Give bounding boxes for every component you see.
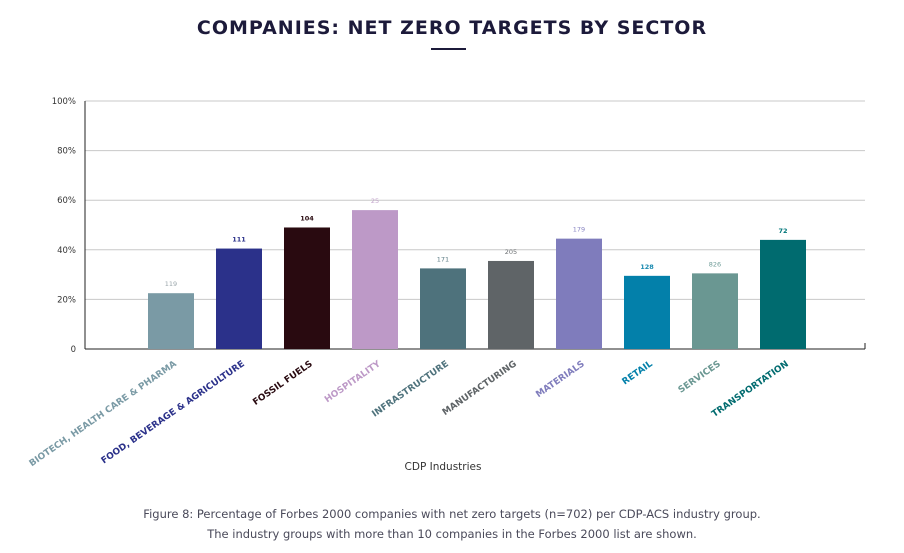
- bars: [148, 210, 806, 349]
- title-underline: [431, 48, 466, 50]
- category-label: SERVICES: [677, 359, 723, 395]
- chart-title: COMPANIES: NET ZERO TARGETS BY SECTOR: [196, 17, 708, 39]
- bar: [352, 210, 398, 349]
- category-label: INFRASTRUCTURE: [371, 359, 451, 419]
- bar-value-label: 25: [371, 197, 379, 205]
- category-label: BIOTECH, HEALTH CARE & PHARMA: [28, 359, 179, 469]
- figure-caption: Figure 8: Percentage of Forbes 2000 comp…: [0, 504, 904, 544]
- bar-value-labels: 119 111 104 25 171 205 179 128 826 72: [165, 197, 788, 288]
- bar: [760, 239, 806, 349]
- caption-line-1: Figure 8: Percentage of Forbes 2000 comp…: [143, 507, 761, 521]
- y-tick-label: 80%: [57, 147, 76, 157]
- y-tick-label: 60%: [57, 196, 76, 206]
- bar-value-label: 111: [232, 236, 246, 244]
- bar-value-label: 171: [437, 255, 449, 263]
- bar-chart: 0 20% 40% 60% 80% 100% 119 111 104 25 171 205 179 12…: [28, 97, 866, 473]
- y-tick-label: 40%: [57, 246, 76, 256]
- x-axis-title: CDP Industries: [405, 461, 482, 473]
- bar: [624, 275, 670, 349]
- category-label: TRANSPORTATION: [710, 359, 790, 420]
- category-label: RETAIL: [621, 359, 655, 387]
- bar: [692, 273, 738, 349]
- bar: [284, 227, 330, 349]
- bar-value-label: 104: [300, 214, 314, 222]
- category-label: FOSSIL FUELS: [251, 359, 314, 408]
- category-label: HOSPITALITY: [323, 359, 383, 405]
- grid-lines: [85, 100, 865, 300]
- bar: [420, 268, 466, 349]
- y-tick-label: 0: [71, 345, 76, 355]
- category-label: MANUFACTURING: [441, 359, 519, 418]
- caption-line-2: The industry groups with more than 10 co…: [207, 527, 697, 541]
- bar-value-label: 205: [505, 248, 517, 256]
- bar-value-label: 119: [165, 280, 177, 288]
- y-tick-label: 100%: [52, 97, 76, 107]
- category-label: MATERIALS: [534, 359, 586, 400]
- bar: [216, 248, 262, 349]
- bar-value-label: 72: [778, 227, 787, 235]
- bar: [148, 293, 194, 349]
- bar: [556, 238, 602, 349]
- category-label: FOOD, BEVERAGE & AGRICULTURE: [100, 359, 247, 466]
- bar-value-label: 826: [709, 260, 721, 268]
- y-tick-label: 20%: [57, 295, 76, 305]
- bar-value-label: 128: [640, 263, 654, 271]
- bar-value-label: 179: [573, 226, 585, 234]
- bar: [488, 260, 534, 349]
